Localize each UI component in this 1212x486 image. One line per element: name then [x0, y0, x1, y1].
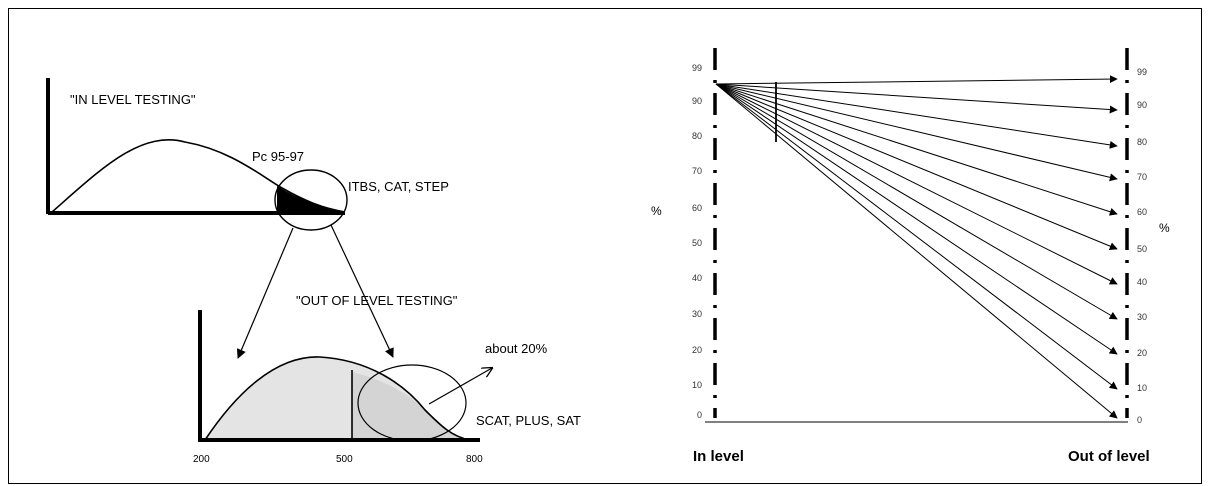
in-level-tick-label: 99 [692, 63, 702, 73]
out-of-level-ticks: 99 90 80 70 60 50 40 30 20 10 0 [1137, 67, 1147, 425]
fan-arrow [715, 83, 1118, 114]
percent-label-left: % [651, 204, 662, 218]
out-of-level-tick-label: 40 [1137, 277, 1147, 287]
x-tick-500: 500 [336, 454, 353, 465]
about-label: about 20% [485, 341, 548, 356]
pc-label: Pc 95-97 [252, 149, 304, 164]
out-of-level-tick-label: 20 [1137, 348, 1147, 358]
fan-arrow [715, 83, 1118, 419]
in-level-tail-circle [274, 169, 348, 231]
out-level-chart: "OUT OF LEVEL TESTING" about 20% SCAT, P… [193, 293, 581, 465]
out-of-level-tick-label: 90 [1137, 100, 1147, 110]
out-level-tail-circle [357, 364, 467, 442]
x-tick-800: 800 [466, 454, 483, 465]
in-level-ticks: 99 90 80 70 60 50 40 30 20 10 0 [692, 63, 702, 420]
out-of-level-tick-label: 50 [1137, 244, 1147, 254]
out-of-level-tick-label: 99 [1137, 67, 1147, 77]
percentile-mapping-diagram: 99 90 80 70 60 50 40 30 20 10 0 99 90 80 70 60 50 40 30 20… [651, 48, 1170, 465]
out-of-level-tick-label: 60 [1137, 207, 1147, 217]
in-level-tick-label: 70 [692, 166, 702, 176]
fan-arrow [715, 83, 1118, 285]
in-level-title: "IN LEVEL TESTING" [70, 92, 196, 107]
out-of-level-tick-label: 0 [1137, 415, 1142, 425]
fan-arrow [715, 83, 1118, 320]
arrow-to-out-level-right [330, 224, 394, 358]
in-level-tick-label: 20 [692, 345, 702, 355]
about-arrow [428, 368, 492, 405]
fan-arrow [715, 83, 1118, 182]
out-of-level-tick-label: 10 [1137, 383, 1147, 393]
out-level-title: "OUT OF LEVEL TESTING" [296, 293, 458, 308]
x-label-in-level: In level [693, 448, 744, 465]
percent-label-right: % [1159, 221, 1170, 235]
figure-frame [8, 8, 1202, 484]
in-level-tick-label: 10 [692, 380, 702, 390]
fan-arrow [715, 83, 1118, 390]
fan-arrow [715, 83, 1118, 149]
in-level-tick-label: 50 [692, 238, 702, 248]
arrow-to-out-level-left [236, 227, 294, 359]
out-of-level-tick-label: 30 [1137, 312, 1147, 322]
out-level-tests: SCAT, PLUS, SAT [476, 413, 581, 428]
out-of-level-tick-label: 70 [1137, 172, 1147, 182]
x-label-out-of-level: Out of level [1068, 448, 1150, 465]
fan-arrows [715, 75, 1118, 419]
fan-arrow [715, 83, 1118, 355]
in-level-tick-label: 80 [692, 131, 702, 141]
in-level-tick-label: 60 [692, 203, 702, 213]
out-of-level-tick-label: 80 [1137, 137, 1147, 147]
in-level-tick-label: 0 [697, 410, 702, 420]
in-level-tick-label: 30 [692, 309, 702, 319]
fan-arrow [715, 83, 1118, 250]
in-level-tests: ITBS, CAT, STEP [348, 179, 449, 194]
fan-arrow [715, 83, 1118, 216]
fan-arrow [715, 75, 1118, 85]
out-level-upper-area [352, 372, 470, 440]
x-tick-200: 200 [193, 454, 210, 465]
in-level-chart: "IN LEVEL TESTING" Pc 95-97 ITBS, CAT, S… [46, 78, 449, 231]
in-level-curve [51, 139, 346, 213]
in-level-tail-fill [277, 186, 345, 212]
in-level-tick-label: 40 [692, 273, 702, 283]
in-level-tick-label: 90 [692, 96, 702, 106]
out-level-curve [204, 356, 471, 441]
